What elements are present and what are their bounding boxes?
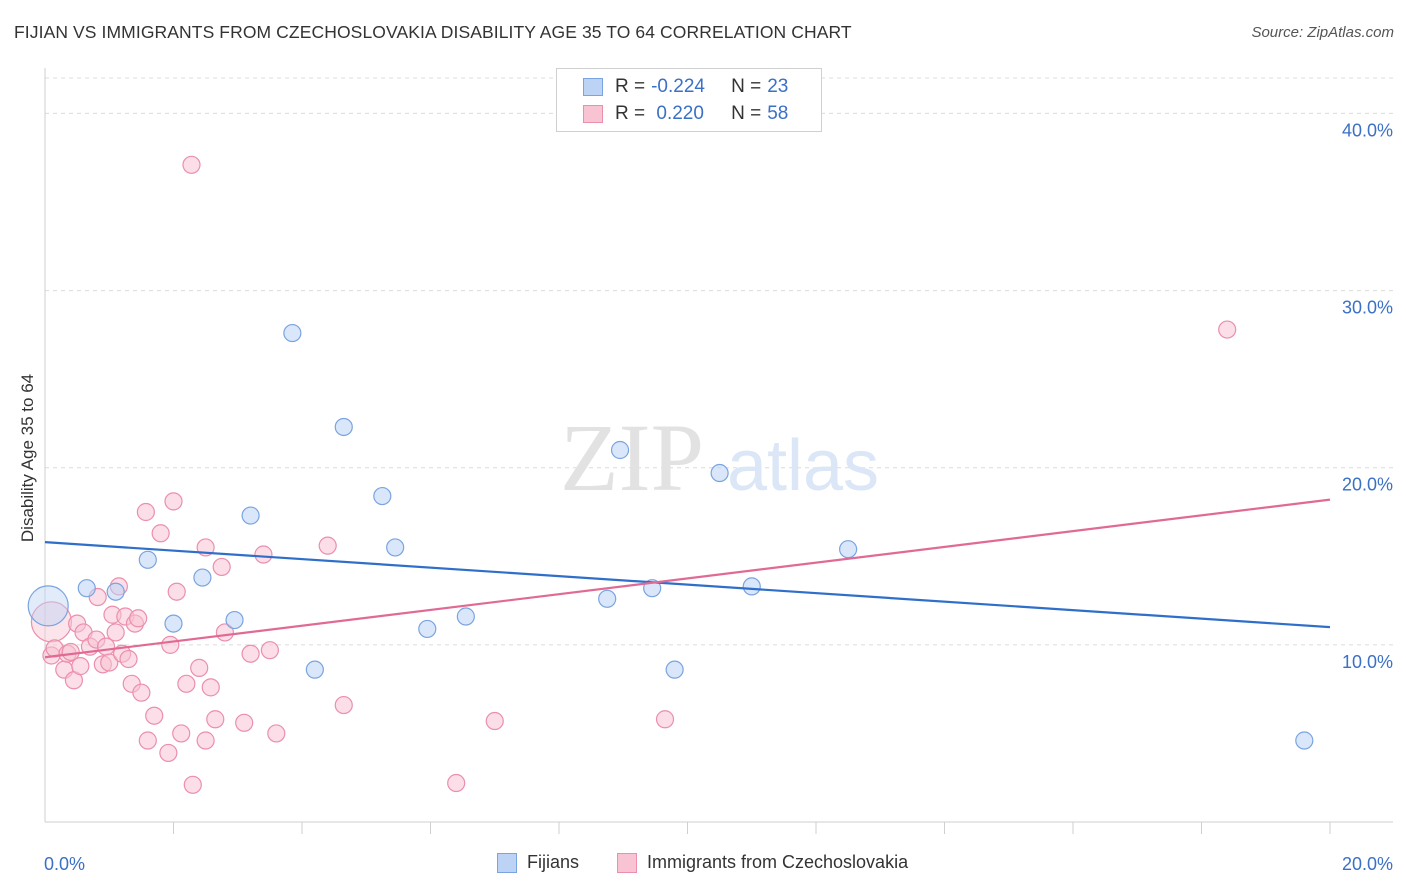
fijian-point xyxy=(138,550,157,569)
stats-legend: R = -0.224 N = 23 R = 0.220 N = 58 xyxy=(556,68,822,132)
watermark: ZIP atlas xyxy=(560,404,879,511)
czech-point xyxy=(100,653,119,672)
axes xyxy=(44,68,1393,834)
bottom-swatch-czech xyxy=(617,852,637,873)
legend-r-value: 0.220 xyxy=(651,103,704,124)
legend-swatch-czech xyxy=(583,105,603,123)
y-tick-label: 20.0% xyxy=(1342,475,1393,495)
fijian-point xyxy=(77,579,96,598)
czech-point xyxy=(177,674,196,693)
fijian-point xyxy=(164,614,183,633)
bottom-legend-label: Immigrants from Czechoslovakia xyxy=(647,852,909,872)
tick-labels: 10.0% 20.0% 30.0% 40.0% 0.0% 20.0% xyxy=(44,120,1393,874)
fijian-point xyxy=(710,463,729,483)
czech-point xyxy=(136,502,155,522)
legend-swatch-fijians xyxy=(583,78,603,96)
czech-point xyxy=(318,536,337,555)
fijian-point xyxy=(225,610,244,630)
fijian-point xyxy=(386,538,405,557)
czech-point xyxy=(190,658,209,677)
x-tick-label: 20.0% xyxy=(1342,854,1393,874)
legend-row-fijians: R = -0.224 N = 23 xyxy=(583,75,788,99)
czech-point xyxy=(254,545,273,564)
czech-point xyxy=(1218,320,1237,339)
czech-point xyxy=(334,695,353,715)
legend-row-czech: R = 0.220 N = 58 xyxy=(583,102,788,126)
czech-point xyxy=(260,641,279,660)
czech-point xyxy=(183,775,202,794)
fijian-point xyxy=(373,486,392,506)
legend-n-label: N = xyxy=(731,76,762,97)
czech-point xyxy=(267,724,286,743)
czech-point xyxy=(129,609,148,628)
czech-point xyxy=(182,155,201,174)
bottom-swatch-fijians xyxy=(497,852,517,873)
legend-n-value: 58 xyxy=(767,103,789,124)
y-tick-label: 30.0% xyxy=(1342,298,1393,318)
fijian-point xyxy=(418,619,437,639)
legend-n-value: 23 xyxy=(767,76,789,97)
fijian-point xyxy=(598,589,617,608)
fijian-point xyxy=(610,440,630,460)
fijian-point xyxy=(193,568,212,587)
watermark-atlas: atlas xyxy=(727,426,879,506)
fijian-point xyxy=(305,660,324,679)
fijian-point xyxy=(1295,731,1314,750)
fijian-point xyxy=(742,577,761,596)
czech-point xyxy=(172,724,191,743)
czech-point xyxy=(61,642,80,662)
czech-point xyxy=(655,710,675,729)
czech-point xyxy=(201,678,220,697)
fijian-points xyxy=(27,323,1314,750)
gridlines xyxy=(45,77,1393,646)
y-tick-label: 10.0% xyxy=(1342,652,1393,672)
czech-point xyxy=(167,582,186,601)
legend-n-label: N = xyxy=(731,103,762,124)
fijian-point xyxy=(241,506,260,525)
czech-point xyxy=(151,524,170,543)
czech-point xyxy=(235,713,254,732)
czech-point xyxy=(71,657,90,676)
fijian-point xyxy=(106,582,125,601)
czech-point xyxy=(132,683,151,702)
czech-point xyxy=(164,492,183,511)
czech-point xyxy=(161,635,180,654)
fijian-point xyxy=(283,323,302,343)
trend-lines xyxy=(44,498,1331,659)
czech-trend-line xyxy=(44,498,1331,659)
czech-point xyxy=(159,743,178,763)
legend-r-label: R = xyxy=(615,103,646,124)
bottom-legend-fijians: Fijians xyxy=(497,852,579,873)
fijian-point xyxy=(665,660,684,679)
fijian-point xyxy=(334,417,353,437)
czech-point xyxy=(241,644,260,663)
legend-r-label: R = xyxy=(615,76,646,97)
y-tick-label: 40.0% xyxy=(1342,120,1393,140)
x-tick-label: 0.0% xyxy=(44,854,85,874)
watermark-zip: ZIP xyxy=(560,404,704,511)
legend-r-value: -0.224 xyxy=(651,76,705,97)
czech-point xyxy=(212,557,231,577)
fijian-trend-line xyxy=(44,541,1331,629)
fijian-point xyxy=(839,540,858,559)
chart-title: FIJIAN VS IMMIGRANTS FROM CZECHOSLOVAKIA… xyxy=(14,22,852,42)
czech-point xyxy=(485,711,504,731)
czech-point xyxy=(106,623,125,642)
czech-point xyxy=(196,731,215,750)
czech-point xyxy=(206,710,225,729)
czech-point xyxy=(138,731,157,750)
fijian-point xyxy=(456,607,475,626)
source-label: Source: ZipAtlas.com xyxy=(1251,24,1394,41)
bottom-legend-czech: Immigrants from Czechoslovakia xyxy=(617,852,908,873)
czech-point xyxy=(145,706,164,725)
bottom-legend-label: Fijians xyxy=(527,852,580,872)
czech-point xyxy=(119,649,138,669)
czech-point xyxy=(447,773,466,793)
fijian-point xyxy=(27,585,69,627)
